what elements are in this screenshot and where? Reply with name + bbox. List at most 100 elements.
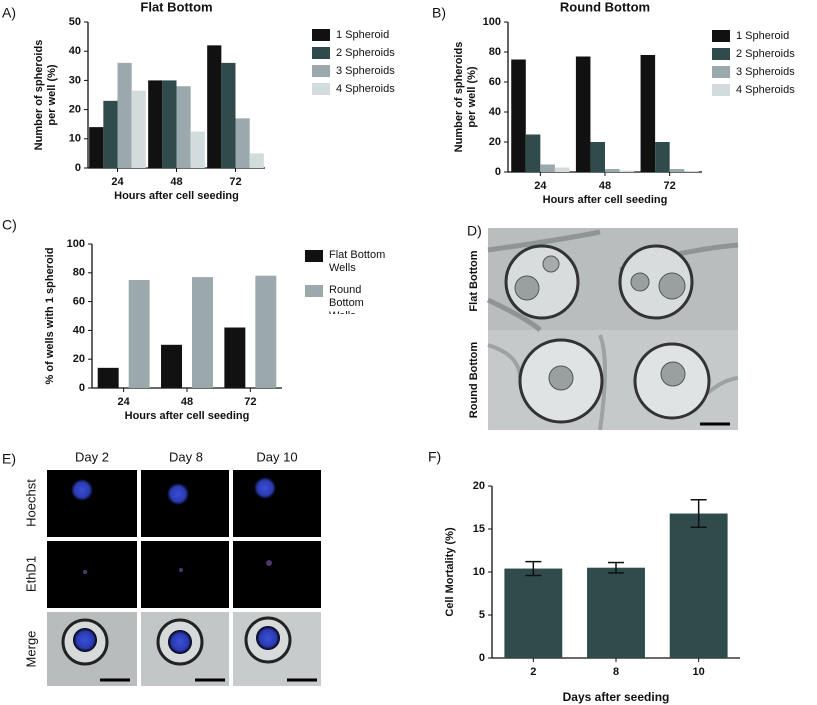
legend-label: 1 Spheroid xyxy=(336,29,389,41)
y-axis-label: Number of spheroids xyxy=(453,42,465,153)
legend-swatch xyxy=(712,30,730,42)
y-tick-label: 100 xyxy=(67,238,85,250)
row-label: EthD1 xyxy=(23,556,38,592)
bar xyxy=(511,59,526,172)
legend-swatch xyxy=(712,84,730,96)
y-tick-label: 0 xyxy=(495,166,501,178)
legend-swatch xyxy=(712,66,730,78)
y-tick-label: 10 xyxy=(473,566,485,578)
bar xyxy=(255,275,277,388)
microscopy-images xyxy=(486,228,739,431)
y-tick-label: 20 xyxy=(69,104,81,116)
panel-letter: D) xyxy=(467,223,482,239)
x-axis-label: Hours after cell seeding xyxy=(543,194,668,206)
bar xyxy=(128,280,150,388)
x-tick-label: 24 xyxy=(534,180,547,192)
x-axis-label: Hours after cell seeding xyxy=(125,410,250,422)
y-tick-label: 10 xyxy=(69,133,81,145)
bar xyxy=(504,568,563,658)
y-tick-label: 80 xyxy=(489,46,501,58)
row-label: Merge xyxy=(23,631,38,668)
y-tick-label: 20 xyxy=(489,136,501,148)
y-tick-label: 60 xyxy=(73,296,85,308)
legend-label: 3 Spheroids xyxy=(736,66,795,78)
bar xyxy=(176,86,191,168)
y-tick-label: 40 xyxy=(73,324,85,336)
error-bar xyxy=(608,561,624,574)
column-label: Day 10 xyxy=(256,449,297,464)
bar xyxy=(103,100,118,168)
bar xyxy=(590,142,605,172)
x-tick-label: 2 xyxy=(530,666,536,678)
bar xyxy=(684,171,699,172)
legend-swatch xyxy=(305,250,323,262)
panel-letter: C) xyxy=(2,217,17,233)
x-tick-label: 48 xyxy=(181,396,193,408)
panel-letter: B) xyxy=(432,5,446,21)
x-tick-label: 8 xyxy=(613,666,619,678)
bar xyxy=(192,277,213,388)
bar xyxy=(587,567,645,658)
bar xyxy=(162,80,177,168)
x-tick-label: 72 xyxy=(664,180,676,192)
bar xyxy=(669,169,685,172)
bar xyxy=(207,45,222,168)
bar xyxy=(525,134,541,172)
error-bar xyxy=(525,560,542,577)
bar xyxy=(575,56,591,172)
y-axis-label: % of wells with 1 spheroid xyxy=(44,248,56,385)
legend-label: Round Bottom Wells xyxy=(329,284,364,314)
panel-letter: A) xyxy=(2,5,16,21)
chart-title: Round Bottom xyxy=(560,0,650,14)
bar xyxy=(235,118,250,168)
legend-label: 4 Spheroids xyxy=(336,83,395,95)
y-tick-label: 40 xyxy=(69,45,81,57)
bar xyxy=(655,142,670,172)
bar xyxy=(161,344,182,388)
legend-swatch xyxy=(305,285,323,297)
y-tick-label: 80 xyxy=(73,267,85,279)
chart-title: Flat Bottom xyxy=(140,0,212,14)
row-label: Flat Bottom xyxy=(468,250,480,311)
y-tick-label: 30 xyxy=(69,74,81,86)
column-label: Day 8 xyxy=(169,449,203,464)
y-axis-label: per well (%) xyxy=(466,66,478,127)
legend-swatch xyxy=(312,83,330,95)
legend-swatch xyxy=(312,29,330,41)
y-tick-label: 0 xyxy=(79,382,85,394)
panel-letter: E) xyxy=(2,451,16,467)
x-tick-label: 72 xyxy=(229,176,241,188)
x-tick-label: 24 xyxy=(118,396,131,408)
y-axis-label: per well (%) xyxy=(46,64,58,125)
legend-label: Flat Bottom Wells xyxy=(329,249,386,274)
bar xyxy=(619,170,635,172)
x-tick-label: 72 xyxy=(244,396,256,408)
y-tick-label: 40 xyxy=(489,106,501,118)
bar xyxy=(669,513,728,658)
bar xyxy=(117,62,132,168)
legend-label: 1 Spheroid xyxy=(736,30,789,42)
legend-label-box: Round Bottom Wells xyxy=(329,284,364,314)
row-label: Hoechst xyxy=(23,479,38,527)
bar xyxy=(148,80,163,168)
y-tick-label: 0 xyxy=(75,162,81,174)
legend-swatch xyxy=(312,47,330,59)
column-label: Day 2 xyxy=(75,449,109,464)
x-tick-label: 24 xyxy=(111,176,124,188)
error-bar xyxy=(690,499,707,529)
legend-swatch xyxy=(312,65,330,77)
bar xyxy=(605,169,620,172)
y-tick-label: 50 xyxy=(69,16,81,28)
y-axis-label: Cell Mortality (%) xyxy=(444,527,456,617)
y-tick-label: 20 xyxy=(73,353,85,365)
bar xyxy=(540,164,555,172)
bar xyxy=(249,153,264,168)
x-axis-label: Hours after cell seeding xyxy=(114,190,239,202)
y-tick-label: 15 xyxy=(473,523,485,535)
row-label: Round Bottom xyxy=(468,342,480,419)
y-tick-label: 100 xyxy=(483,16,501,28)
bar xyxy=(89,127,104,168)
y-tick-label: 0 xyxy=(479,652,485,664)
x-axis-label: Days after seeding xyxy=(563,690,670,704)
